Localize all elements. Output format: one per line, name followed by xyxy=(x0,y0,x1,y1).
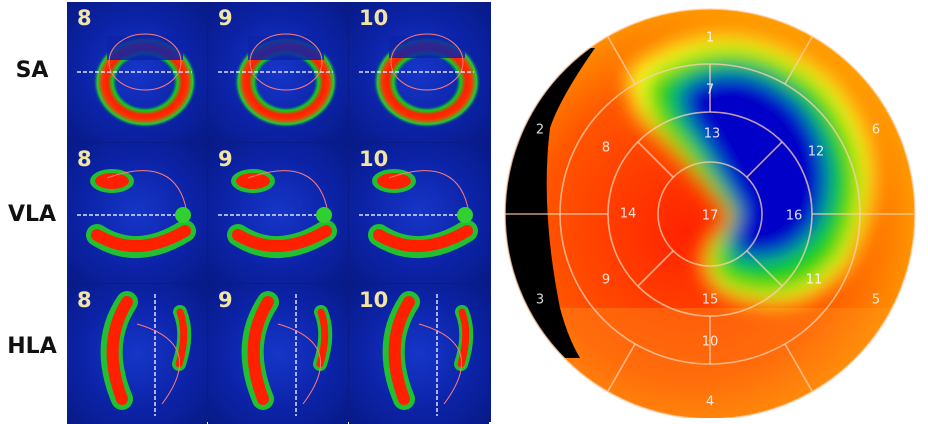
slice-number: 8 xyxy=(77,288,92,312)
vla-image xyxy=(359,169,478,258)
sa-ring-image xyxy=(359,33,481,128)
vla-image xyxy=(77,169,196,258)
segment-16-label: 16 xyxy=(786,209,803,224)
spect-slice-grid: 8 9 10 8 xyxy=(67,2,491,424)
hla-slice-8[interactable]: 8 xyxy=(67,284,207,424)
polar-map-bullseye: 1 2 3 4 5 6 7 8 9 10 11 12 13 14 15 16 1… xyxy=(504,8,916,418)
hla-image xyxy=(241,291,333,416)
segment-6-label: 6 xyxy=(872,123,880,138)
segment-11-label: 11 xyxy=(806,273,823,288)
sa-ring-image xyxy=(218,33,338,128)
sa-ring-image xyxy=(77,33,197,128)
segment-7-label: 7 xyxy=(706,83,714,98)
segment-4-label: 4 xyxy=(706,395,714,410)
segment-9-label: 9 xyxy=(602,273,610,288)
segment-12-label: 12 xyxy=(808,145,825,160)
segment-10-label: 10 xyxy=(702,335,719,350)
slice-number: 8 xyxy=(77,6,92,30)
segment-14-label: 14 xyxy=(620,207,637,222)
slice-number: 9 xyxy=(218,6,233,30)
vla-slice-9[interactable]: 9 xyxy=(208,143,348,283)
segment-17-label: 17 xyxy=(702,209,719,224)
hla-slice-9[interactable]: 9 xyxy=(208,284,348,424)
row-label-hla: HLA xyxy=(7,334,57,359)
segment-2-label: 2 xyxy=(536,123,544,138)
sa-slice-9[interactable]: 9 xyxy=(208,2,348,142)
hla-image xyxy=(382,291,474,416)
slice-number: 10 xyxy=(359,288,389,312)
segment-15-label: 15 xyxy=(702,293,719,308)
segment-3-label: 3 xyxy=(536,293,544,308)
slice-number: 10 xyxy=(359,147,389,171)
segment-grid xyxy=(504,8,916,418)
sa-slice-10[interactable]: 10 xyxy=(349,2,489,142)
row-label-vla: VLA xyxy=(7,202,57,227)
segment-8-label: 8 xyxy=(602,141,610,156)
vla-slice-10[interactable]: 10 xyxy=(349,143,489,283)
sa-slice-8[interactable]: 8 xyxy=(67,2,207,142)
slice-number: 8 xyxy=(77,147,92,171)
vla-image xyxy=(218,169,337,258)
hla-slice-10[interactable]: 10 xyxy=(349,284,489,424)
slice-number: 9 xyxy=(218,147,233,171)
slice-number: 10 xyxy=(359,6,389,30)
hla-image xyxy=(100,291,192,416)
segment-1-label: 1 xyxy=(706,31,714,46)
row-label-sa: SA xyxy=(15,58,49,83)
slice-number: 9 xyxy=(218,288,233,312)
vla-slice-8[interactable]: 8 xyxy=(67,143,207,283)
segment-5-label: 5 xyxy=(872,293,880,308)
segment-13-label: 13 xyxy=(704,127,721,142)
